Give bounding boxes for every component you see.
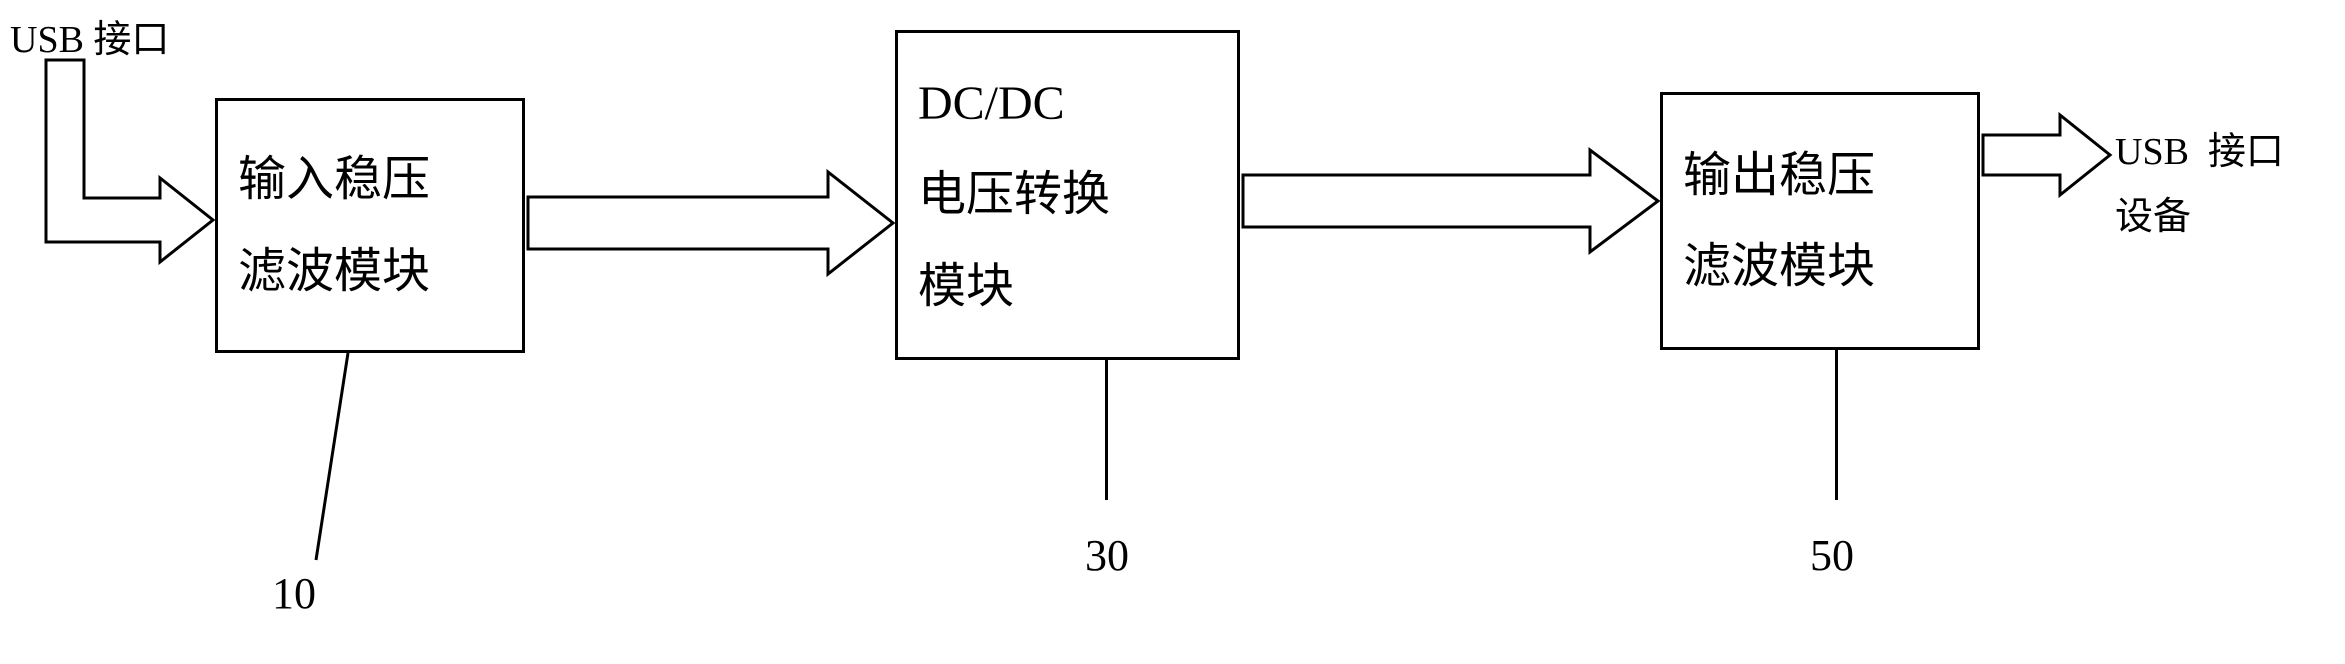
arrow-output <box>0 0 2345 664</box>
diagram-canvas: USB 接口 USB 接口 设备 10 30 50 输入稳压 滤波模块 DC/D… <box>0 0 2345 664</box>
